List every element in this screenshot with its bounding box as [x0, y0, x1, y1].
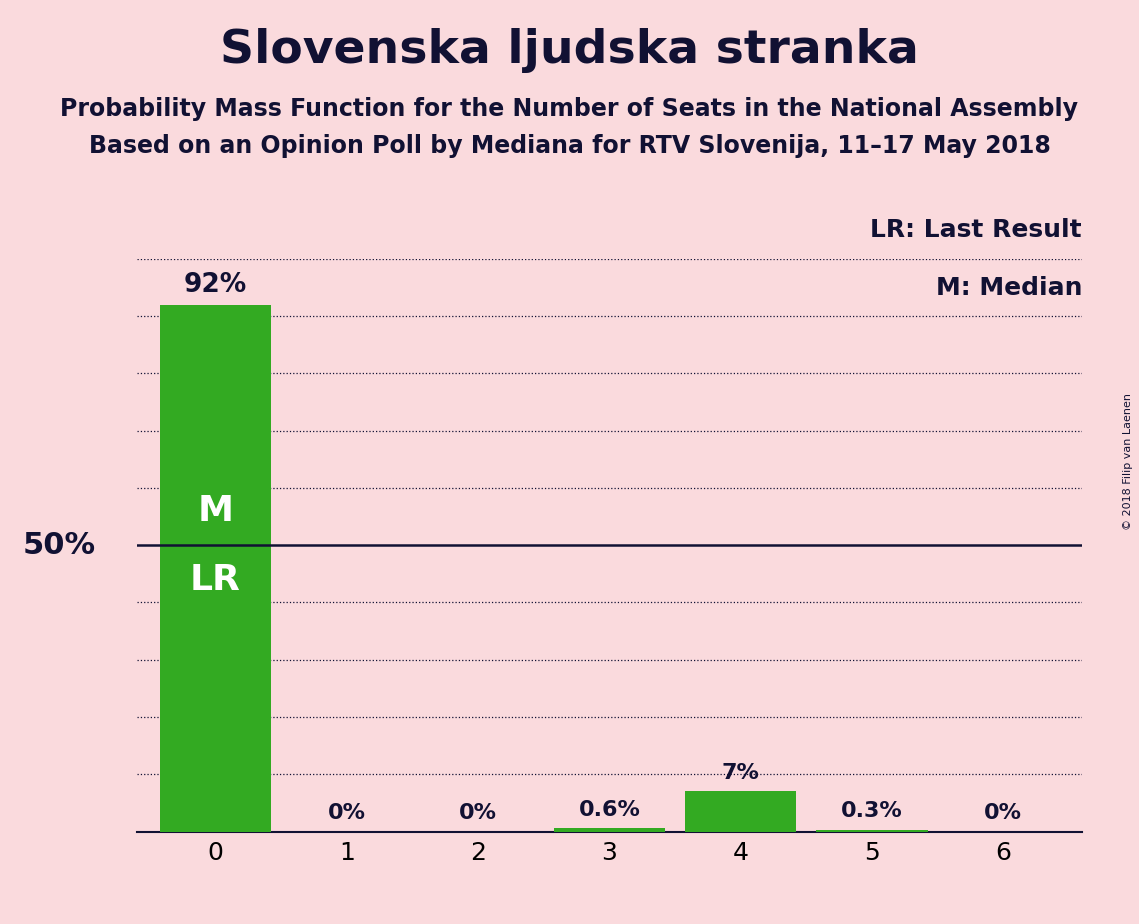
Bar — [159, 305, 271, 832]
Text: 0%: 0% — [459, 803, 497, 823]
Text: 0.6%: 0.6% — [579, 799, 640, 820]
Text: © 2018 Filip van Laenen: © 2018 Filip van Laenen — [1123, 394, 1133, 530]
Text: M: Median: M: Median — [935, 276, 1082, 300]
Text: Based on an Opinion Poll by Mediana for RTV Slovenija, 11–17 May 2018: Based on an Opinion Poll by Mediana for … — [89, 134, 1050, 158]
Text: 0%: 0% — [328, 803, 366, 823]
Text: LR: Last Result: LR: Last Result — [870, 217, 1082, 241]
Text: 92%: 92% — [183, 272, 247, 298]
Text: 0%: 0% — [984, 803, 1023, 823]
Text: 7%: 7% — [722, 763, 760, 783]
Text: Slovenska ljudska stranka: Slovenska ljudska stranka — [220, 28, 919, 73]
Bar — [817, 830, 928, 832]
Text: LR: LR — [190, 563, 240, 597]
Bar — [554, 828, 665, 832]
Bar — [685, 792, 796, 832]
Text: M: M — [197, 493, 233, 528]
Text: 0.3%: 0.3% — [841, 801, 903, 821]
Text: 50%: 50% — [23, 530, 96, 560]
Text: Probability Mass Function for the Number of Seats in the National Assembly: Probability Mass Function for the Number… — [60, 97, 1079, 121]
